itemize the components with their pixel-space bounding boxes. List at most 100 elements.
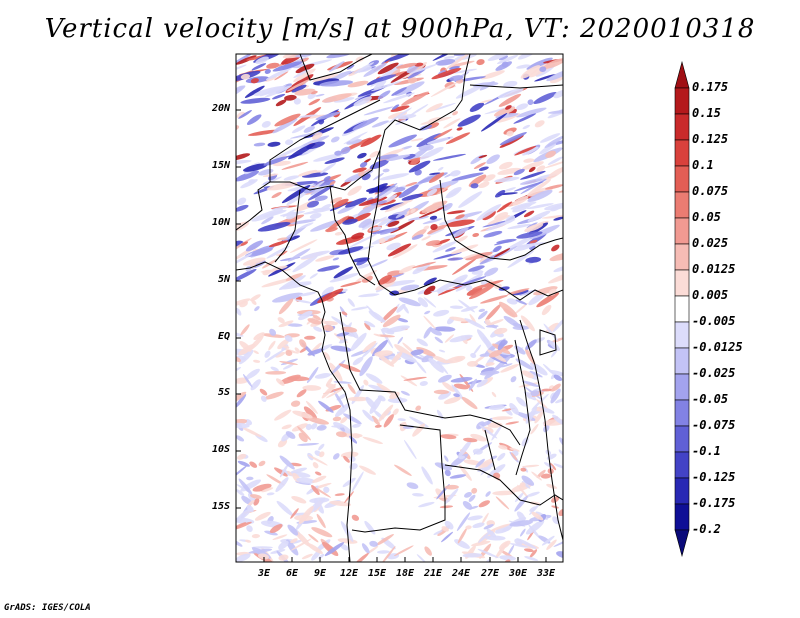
- field-cell: [312, 462, 319, 469]
- field-cell: [512, 195, 529, 206]
- field-cell: [245, 539, 252, 543]
- field-cell: [485, 491, 491, 497]
- field-cell: [295, 54, 312, 58]
- field-cell: [472, 279, 504, 290]
- field-cell: [430, 223, 438, 231]
- field-cell: [432, 241, 457, 253]
- field-cell: [529, 239, 538, 244]
- field-cell: [315, 471, 322, 476]
- field-cell: [279, 211, 306, 217]
- field-cell: [261, 121, 271, 128]
- field-cell: [450, 244, 479, 255]
- field-cell: [392, 408, 399, 416]
- field-cell: [421, 466, 433, 485]
- field-cell: [410, 349, 424, 356]
- field-cell: [287, 524, 299, 536]
- field-cell: [483, 524, 494, 530]
- field-cell: [355, 270, 378, 283]
- field-cell: [363, 106, 394, 116]
- field-cell: [531, 471, 542, 481]
- field-cell: [483, 230, 503, 238]
- field-cell: [376, 334, 395, 338]
- field-cell: [536, 165, 546, 172]
- field-cell: [386, 325, 410, 333]
- field-cell: [416, 338, 428, 347]
- field-cell: [493, 245, 502, 253]
- field-cell: [553, 463, 563, 469]
- field-cell: [506, 130, 514, 137]
- colorbar-segment: [674, 477, 690, 505]
- field-cell: [279, 361, 298, 365]
- field-cell: [370, 200, 388, 206]
- field-cell: [291, 423, 308, 432]
- field-cell: [365, 396, 377, 410]
- field-cell: [369, 150, 380, 158]
- field-cell: [394, 344, 414, 358]
- field-cell: [539, 66, 547, 73]
- field-cell: [423, 225, 430, 230]
- field-cell: [516, 538, 537, 549]
- field-cell: [336, 332, 350, 337]
- field-cell: [358, 218, 372, 228]
- field-cell: [266, 474, 285, 486]
- field-cell: [542, 363, 555, 376]
- field-cell: [491, 416, 513, 420]
- field-cell: [546, 539, 557, 550]
- field-cell: [361, 216, 388, 231]
- field-cell: [488, 404, 505, 410]
- field-cell: [285, 350, 293, 356]
- field-cell: [240, 97, 271, 104]
- lon-label: 27E: [480, 568, 500, 579]
- field-cell: [380, 227, 399, 235]
- field-cell: [301, 553, 313, 560]
- field-cell: [444, 488, 459, 505]
- field-cell: [274, 71, 289, 81]
- field-cell: [529, 370, 543, 378]
- field-cell: [543, 323, 559, 341]
- field-cell: [347, 185, 362, 196]
- field-cell: [387, 243, 412, 257]
- field-cell: [472, 233, 480, 237]
- field-cell: [410, 138, 424, 142]
- colorbar-label: 0.025: [692, 236, 729, 250]
- field-cell: [281, 185, 311, 204]
- field-cell: [494, 327, 508, 335]
- field-cell: [254, 306, 260, 312]
- field-cell: [545, 166, 563, 181]
- field-cell: [471, 487, 478, 494]
- field-cell: [525, 348, 536, 365]
- field-cell: [522, 464, 540, 468]
- field-cell: [272, 265, 288, 271]
- field-cell: [516, 107, 547, 118]
- field-cell: [452, 111, 459, 116]
- field-cell: [297, 114, 318, 118]
- field-cell: [501, 61, 509, 68]
- field-cell: [509, 447, 520, 452]
- field-cell: [409, 63, 439, 74]
- field-cell: [296, 389, 307, 398]
- field-cell: [248, 335, 264, 351]
- field-cell: [347, 383, 356, 395]
- field-cell: [246, 476, 254, 481]
- field-cell: [427, 137, 449, 145]
- field-cell: [457, 527, 468, 544]
- field-cell: [551, 244, 560, 252]
- field-cell: [398, 184, 419, 198]
- field-cell: [492, 355, 512, 372]
- field-cell: [277, 237, 288, 241]
- field-cell: [331, 425, 345, 428]
- field-cell: [378, 404, 394, 422]
- field-cell: [276, 500, 294, 517]
- field-cell: [526, 57, 553, 70]
- field-cell: [527, 99, 534, 106]
- field-cell: [312, 207, 331, 211]
- field-cell: [504, 235, 535, 252]
- field-cell: [510, 452, 518, 461]
- lon-label: 21E: [423, 568, 443, 579]
- field-cell: [498, 161, 513, 170]
- field-cell: [418, 144, 434, 151]
- field-cell: [526, 203, 554, 210]
- field-cell: [236, 298, 251, 306]
- field-cell: [494, 176, 520, 183]
- field-cell: [300, 250, 330, 260]
